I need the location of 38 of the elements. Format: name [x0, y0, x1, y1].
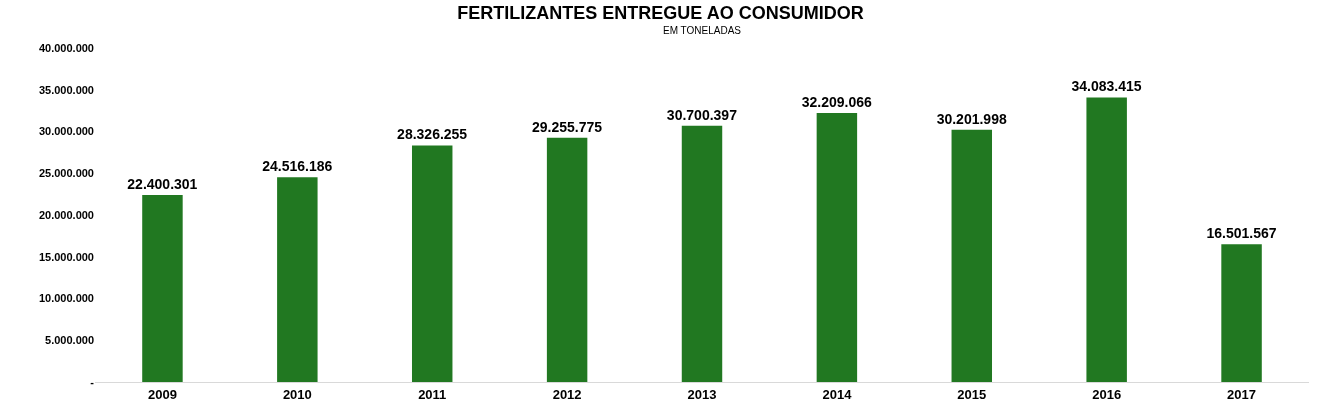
x-tick-label: 2009: [147, 386, 177, 402]
x-tick-label: 2013: [687, 386, 717, 402]
y-tick-label: 20.000.000: [38, 208, 94, 221]
x-tick-label: 2010: [282, 386, 312, 402]
bar: [951, 129, 993, 382]
data-label: 34.083.415: [1071, 78, 1142, 95]
y-tick-label: 35.000.000: [38, 83, 94, 96]
bar: [546, 137, 588, 382]
chart-subtitle: EM TONELADAS: [663, 25, 742, 36]
data-label: 16.501.567: [1206, 225, 1277, 242]
y-tick-label: -: [90, 375, 95, 388]
x-tick-label: 2015: [957, 386, 987, 402]
data-label: 32.209.066: [801, 94, 873, 111]
data-label: 24.516.186: [262, 158, 333, 175]
x-tick-label: 2012: [552, 386, 582, 402]
chart-title: FERTILIZANTES ENTREGUE AO CONSUMIDOR: [457, 2, 864, 23]
bar: [142, 194, 183, 382]
y-tick-label: 25.000.000: [38, 167, 94, 180]
data-label: 29.255.775: [531, 118, 603, 135]
bar: [816, 113, 858, 382]
y-tick-label: 5.000.000: [45, 334, 94, 347]
y-tick-label: 15.000.000: [38, 250, 94, 263]
data-label: 30.700.397: [666, 106, 738, 123]
y-tick-label: 30.000.000: [38, 125, 94, 138]
data-label: 30.201.998: [936, 110, 1007, 127]
bar: [277, 177, 318, 382]
bar: [411, 145, 453, 382]
data-label: 28.326.255: [397, 126, 468, 143]
x-tick-label: 2011: [418, 386, 447, 402]
x-tick-label: 2017: [1227, 386, 1257, 402]
y-tick-label: 40.000.000: [38, 41, 94, 54]
x-tick-label: 2016: [1092, 386, 1122, 402]
y-tick-label: 10.000.000: [38, 292, 94, 305]
bar: [1221, 244, 1262, 382]
data-label: 22.400.301: [127, 175, 198, 192]
bar: [1086, 97, 1127, 382]
bar: [681, 125, 723, 382]
x-tick-label: 2014: [822, 386, 853, 402]
